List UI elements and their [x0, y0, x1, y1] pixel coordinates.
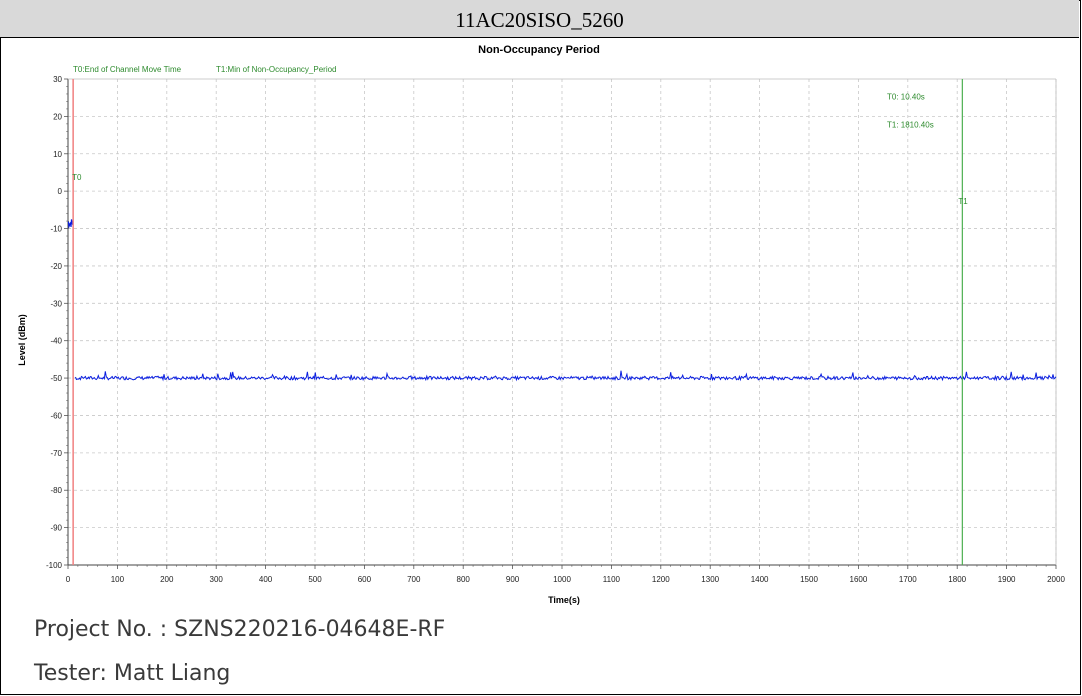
- t0-marker-label: T0: [72, 173, 82, 182]
- legend-t1-label: T1:Min of Non-Occupancy_Period: [216, 65, 337, 74]
- x-tick-label: 1800: [948, 575, 966, 584]
- x-tick-label: 700: [407, 575, 421, 584]
- x-tick-label: 1400: [751, 575, 769, 584]
- y-tick-label: 0: [58, 187, 63, 196]
- y-tick-label: -70: [50, 449, 62, 458]
- x-tick-label: 1200: [652, 575, 670, 584]
- x-tick-label: 2000: [1047, 575, 1065, 584]
- report-header-title: 11AC20SISO_5260: [0, 0, 1079, 38]
- t1-marker-label: T1: [958, 197, 968, 206]
- non-occupancy-chart: Non-Occupancy Period T0:End of Channel M…: [17, 44, 1065, 605]
- x-tick-label: 100: [111, 575, 125, 584]
- series: [67, 219, 1057, 382]
- x-tick-label: 1700: [899, 575, 917, 584]
- y-tick-label: -80: [50, 486, 62, 495]
- x-tick-label: 300: [210, 575, 224, 584]
- x-tick-label: 200: [160, 575, 174, 584]
- y-tick-label: -20: [50, 262, 62, 271]
- x-tick-label: 800: [457, 575, 471, 584]
- x-tick-label: 500: [308, 575, 322, 584]
- legend-t0-label: T0:End of Channel Move Time: [73, 65, 182, 74]
- y-tick-label: -50: [50, 374, 62, 383]
- grid: [68, 79, 1057, 565]
- axes: 0 100 200 300 400 500 600 700 800 900 1000 1100 1200…: [46, 75, 1065, 584]
- x-tick-label: 1100: [603, 575, 621, 584]
- x-tick-label: 600: [358, 575, 372, 584]
- signal-trace-pre-t0: [67, 219, 74, 229]
- signal-trace-post-t0: [74, 370, 1057, 382]
- y-tick-label: 20: [53, 112, 62, 121]
- y-tick-label: -60: [50, 411, 62, 420]
- y-tick-label: 10: [53, 150, 62, 159]
- x-tick-label: 400: [259, 575, 273, 584]
- t1-readout: T1: 1810.40s: [887, 121, 934, 130]
- x-tick-label: 1300: [701, 575, 719, 584]
- x-tick-label: 900: [506, 575, 520, 584]
- y-tick-label: -10: [50, 225, 62, 234]
- x-tick-label: 1900: [998, 575, 1016, 584]
- markers: T0 T1 T0: 10.40s T1: 1810.40s: [72, 79, 968, 565]
- y-axis-label: Level (dBm): [17, 314, 27, 366]
- x-tick-label: 0: [66, 575, 71, 584]
- x-tick-label: 1500: [800, 575, 818, 584]
- x-axis-label: Time(s): [548, 595, 580, 605]
- tester-name: Tester: Matt Liang: [34, 661, 231, 686]
- y-tick-label: -90: [50, 524, 62, 533]
- chart-title: Non-Occupancy Period: [478, 44, 600, 56]
- y-tick-label: -30: [50, 299, 62, 308]
- y-tick-label: 30: [53, 75, 62, 84]
- project-number: Project No. : SZNS220216-04648E-RF: [34, 617, 446, 642]
- x-tick-label: 1600: [850, 575, 868, 584]
- x-tick-label: 1000: [553, 575, 571, 584]
- t0-readout: T0: 10.40s: [887, 93, 925, 102]
- y-tick-label: -40: [50, 337, 62, 346]
- y-tick-label: -100: [46, 561, 63, 570]
